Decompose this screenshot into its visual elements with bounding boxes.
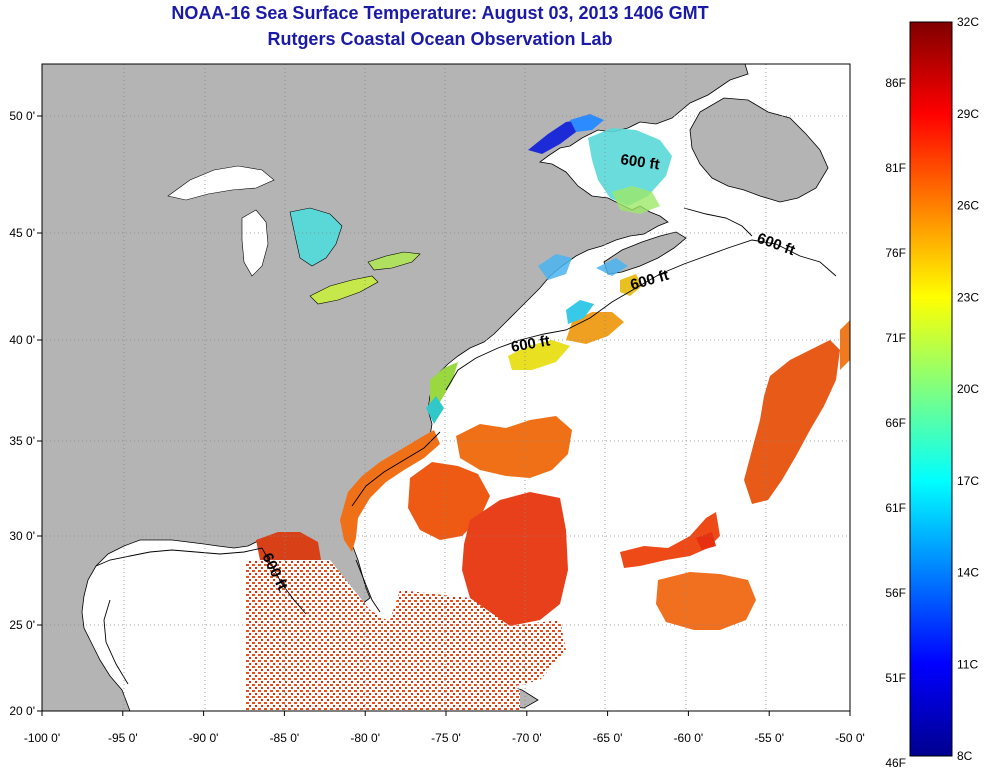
- longitude-tick-label: -95 0': [108, 731, 138, 745]
- longitude-tick-label: -100 0': [24, 731, 60, 745]
- contour-label-600ft: 600 ft: [510, 332, 552, 356]
- lake-michigan: [241, 209, 269, 277]
- colorbar-celsius-label: 11C: [957, 657, 978, 671]
- colorbar-labels: 32C 29C 26C 23C 20C 17C 14C 11C 8C 86F 81F 76F 71F 66…: [885, 15, 979, 770]
- latitude-tick-label: 40 0': [9, 333, 35, 347]
- latitude-tick-label: 35 0': [9, 434, 35, 448]
- colorbar: [909, 21, 953, 757]
- longitude-tick-label: -90 0': [189, 731, 219, 745]
- land-nova-scotia: [603, 231, 687, 275]
- colorbar-celsius-label: 14C: [957, 566, 979, 580]
- latitude-tick-label: 20 0': [9, 704, 35, 718]
- longitude-tick-label: -65 0': [593, 731, 623, 745]
- colorbar-celsius-label: 32C: [957, 15, 979, 29]
- colorbar-celsius-label: 8C: [957, 749, 973, 763]
- longitude-tick-label: -50 0': [835, 731, 865, 745]
- map-title: NOAA-16 Sea Surface Temperature: August …: [171, 3, 709, 23]
- longitude-tick-label: -80 0': [350, 731, 380, 745]
- map-subtitle: Rutgers Coastal Ocean Observation Lab: [267, 29, 613, 49]
- contour-label-600ft: 600 ft: [619, 151, 660, 173]
- longitude-tick-label: -70 0': [512, 731, 542, 745]
- latitude-tick-label: 45 0': [9, 226, 35, 240]
- colorbar-fahrenheit-label: 51F: [885, 671, 906, 685]
- lake-erie: [309, 275, 379, 305]
- latitude-tick-label: 25 0': [9, 618, 35, 632]
- colorbar-fahrenheit-label: 71F: [885, 331, 906, 345]
- colorbar-fahrenheit-label: 46F: [885, 756, 906, 770]
- colorbar-celsius-label: 17C: [957, 474, 979, 488]
- sst-data-layer: [246, 114, 850, 711]
- latitude-tick-label: 50 0': [9, 109, 35, 123]
- longitude-tick-label: -85 0': [270, 731, 300, 745]
- colorbar-fahrenheit-label: 56F: [885, 586, 906, 600]
- longitude-axis: -100 0' -95 0' -90 0' -85 0' -80 0' -75 0' -70…: [24, 711, 865, 745]
- lake-huron: [289, 207, 343, 267]
- isobath-600ft: [95, 207, 837, 685]
- colorbar-fahrenheit-label: 66F: [885, 416, 906, 430]
- colorbar-celsius-label: 20C: [957, 382, 979, 396]
- colorbar-fahrenheit-label: 76F: [885, 246, 906, 260]
- graticule: [42, 64, 850, 711]
- colorbar-fahrenheit-label: 61F: [885, 501, 906, 515]
- lake-ontario: [367, 251, 421, 271]
- colorbar-celsius-label: 23C: [957, 290, 979, 304]
- colorbar-celsius-label: 26C: [957, 199, 979, 213]
- latitude-axis: 50 0' 45 0' 40 0' 35 0' 30 0' 25 0' 20 0': [9, 109, 42, 718]
- longitude-tick-label: -75 0': [431, 731, 461, 745]
- longitude-tick-label: -55 0': [754, 731, 784, 745]
- longitude-tick-label: -60 0': [674, 731, 704, 745]
- colorbar-celsius-label: 29C: [957, 107, 979, 121]
- latitude-tick-label: 30 0': [9, 529, 35, 543]
- land-newfoundland: [689, 97, 829, 203]
- lake-superior: [167, 165, 275, 201]
- colorbar-fahrenheit-label: 86F: [885, 76, 906, 90]
- colorbar-fahrenheit-label: 81F: [885, 161, 906, 175]
